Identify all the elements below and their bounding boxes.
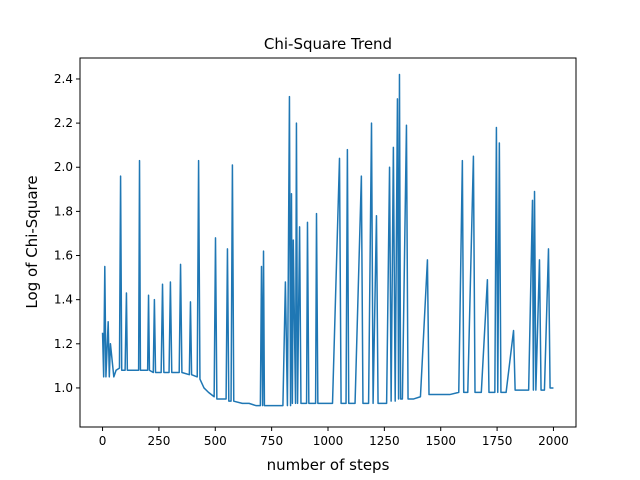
plot-frame <box>79 57 577 428</box>
y-tick-label: 2.2 <box>54 116 73 130</box>
x-tick-label: 1250 <box>369 434 400 448</box>
x-tick-label: 0 <box>99 434 107 448</box>
y-tick-label: 1.2 <box>54 337 73 351</box>
x-tick-label: 750 <box>260 434 283 448</box>
x-tick-label: 2000 <box>538 434 569 448</box>
y-tick-label: 1.0 <box>54 381 73 395</box>
x-tick-label: 1500 <box>425 434 456 448</box>
x-tick-label: 1000 <box>313 434 344 448</box>
y-tick-label: 2.4 <box>54 72 73 86</box>
x-tick-label: 250 <box>147 434 170 448</box>
y-tick-label: 1.8 <box>54 204 73 218</box>
x-tick-label: 500 <box>204 434 227 448</box>
y-tick-label: 1.4 <box>54 293 73 307</box>
x-tick-label: 1750 <box>482 434 513 448</box>
y-tick-label: 1.6 <box>54 249 73 263</box>
data-line <box>101 73 554 407</box>
x-axis-label: number of steps <box>267 456 390 474</box>
y-tick-label: 2.0 <box>54 160 73 174</box>
y-axis-label: Log of Chi-Square <box>23 175 41 308</box>
chart-title: Chi-Square Trend <box>264 35 392 53</box>
